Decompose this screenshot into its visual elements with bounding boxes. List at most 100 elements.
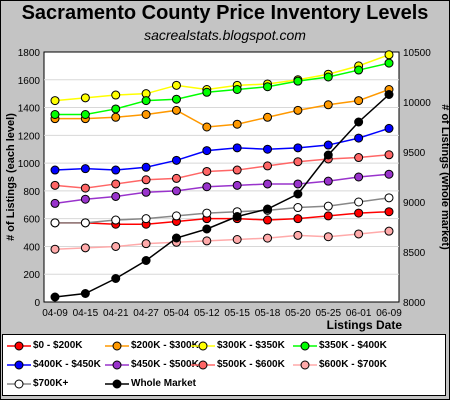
series-4 bbox=[50, 123, 394, 175]
data-point bbox=[111, 104, 121, 114]
data-point bbox=[80, 110, 90, 119]
data-point bbox=[263, 179, 273, 189]
data-point bbox=[293, 179, 303, 189]
x-tick-label: 04-09 bbox=[42, 308, 68, 319]
legend-label: $300K - $350K bbox=[217, 340, 285, 351]
data-point bbox=[354, 172, 364, 182]
chart-plot-area: 0 200 400 600 800 1000 1200 1400 1600 1800 8000 85… bbox=[5, 48, 450, 332]
data-point bbox=[202, 122, 212, 132]
data-point bbox=[263, 204, 273, 214]
series-line bbox=[54, 54, 390, 102]
data-point bbox=[354, 208, 364, 218]
data-point bbox=[293, 157, 303, 167]
series-3 bbox=[50, 58, 394, 119]
legend-label: $0 - $200K bbox=[33, 340, 83, 351]
y-right-tick-label: 10000 bbox=[403, 98, 431, 109]
data-point bbox=[293, 230, 303, 240]
data-point bbox=[50, 244, 60, 254]
data-point bbox=[50, 96, 60, 106]
data-point bbox=[323, 150, 333, 160]
legend-item: $700K+ bbox=[7, 376, 107, 392]
y-tick-label: 0 bbox=[34, 298, 40, 309]
data-point bbox=[141, 187, 151, 197]
data-point bbox=[202, 236, 212, 246]
data-point bbox=[232, 119, 242, 129]
data-point bbox=[111, 165, 121, 175]
legend-item: $200K - $300K bbox=[105, 338, 205, 354]
x-tick-label: 04-27 bbox=[133, 308, 159, 319]
series-6 bbox=[50, 150, 394, 193]
y-right-tick-label: 8000 bbox=[403, 298, 426, 309]
data-point bbox=[50, 180, 60, 190]
data-point bbox=[111, 112, 121, 122]
data-point bbox=[293, 76, 303, 86]
x-tick-label: 05-25 bbox=[315, 308, 341, 319]
y-tick-label: 400 bbox=[23, 242, 40, 253]
data-point bbox=[80, 93, 90, 103]
data-point bbox=[293, 203, 303, 213]
data-point bbox=[111, 274, 121, 283]
series-line bbox=[54, 230, 390, 250]
data-point bbox=[354, 96, 364, 106]
legend-label: $600K - $700K bbox=[319, 359, 387, 370]
x-tick-label: 05-15 bbox=[224, 308, 250, 319]
data-point bbox=[232, 180, 242, 190]
data-point bbox=[111, 191, 121, 201]
data-point bbox=[263, 82, 273, 92]
data-point bbox=[384, 50, 394, 60]
data-point bbox=[50, 198, 60, 208]
y-right-tick-label: 9500 bbox=[403, 148, 426, 159]
data-point bbox=[141, 175, 151, 185]
legend-item: $600K - $700K bbox=[293, 357, 393, 373]
y-right-tick-label: 8500 bbox=[403, 248, 426, 259]
data-point bbox=[323, 176, 333, 186]
legend-label: $350K - $400K bbox=[319, 340, 387, 351]
x-tick-label: 05-12 bbox=[194, 308, 220, 319]
data-point bbox=[232, 212, 242, 221]
chart-subtitle: sacrealstats.blogspot.com bbox=[144, 27, 306, 43]
data-point bbox=[202, 224, 212, 234]
x-tick-label: 04-21 bbox=[103, 308, 129, 319]
legend-label: $500K - $600K bbox=[217, 359, 285, 370]
data-point bbox=[171, 105, 181, 115]
data-point bbox=[171, 155, 181, 165]
data-point bbox=[50, 110, 60, 119]
data-point bbox=[323, 232, 333, 242]
y-tick-label: 1600 bbox=[18, 76, 41, 87]
data-point bbox=[354, 153, 364, 163]
data-point bbox=[232, 165, 242, 175]
data-point bbox=[354, 133, 364, 143]
data-point bbox=[323, 100, 333, 110]
y-axis-label: # of Listings (each level) bbox=[5, 113, 17, 241]
data-point bbox=[80, 194, 90, 204]
data-point bbox=[354, 65, 364, 75]
x-tick-label: 06-01 bbox=[346, 308, 372, 319]
data-point bbox=[141, 110, 151, 119]
data-point bbox=[384, 58, 394, 68]
x-axis-label: Listings Date bbox=[327, 318, 403, 332]
data-point bbox=[171, 186, 181, 196]
y-right-tick-label: 9000 bbox=[403, 198, 426, 209]
legend-marker bbox=[191, 360, 215, 370]
data-point bbox=[263, 144, 273, 154]
data-point bbox=[80, 218, 90, 228]
chart-title: Sacramento County Price Inventory Levels bbox=[21, 2, 429, 24]
legend-item: $400K - $450K bbox=[7, 357, 107, 373]
data-point bbox=[263, 233, 273, 243]
legend: $0 - $200K $200K - $300K $300K - $350K $350… bbox=[2, 334, 446, 396]
data-point bbox=[384, 90, 394, 99]
data-point bbox=[202, 166, 212, 176]
legend-label: $700K+ bbox=[33, 378, 69, 389]
data-point bbox=[354, 197, 364, 207]
data-point bbox=[141, 239, 151, 249]
data-point bbox=[232, 85, 242, 94]
data-point bbox=[293, 105, 303, 115]
y-right-tick-label: 10500 bbox=[403, 48, 431, 59]
legend-item: $0 - $200K bbox=[7, 338, 107, 354]
legend-item: $500K - $600K bbox=[191, 357, 291, 373]
data-point bbox=[50, 292, 60, 302]
series-line bbox=[54, 93, 390, 298]
legend-item: $350K - $400K bbox=[293, 338, 393, 354]
legend-item: $300K - $350K bbox=[191, 338, 291, 354]
data-point bbox=[384, 226, 394, 236]
